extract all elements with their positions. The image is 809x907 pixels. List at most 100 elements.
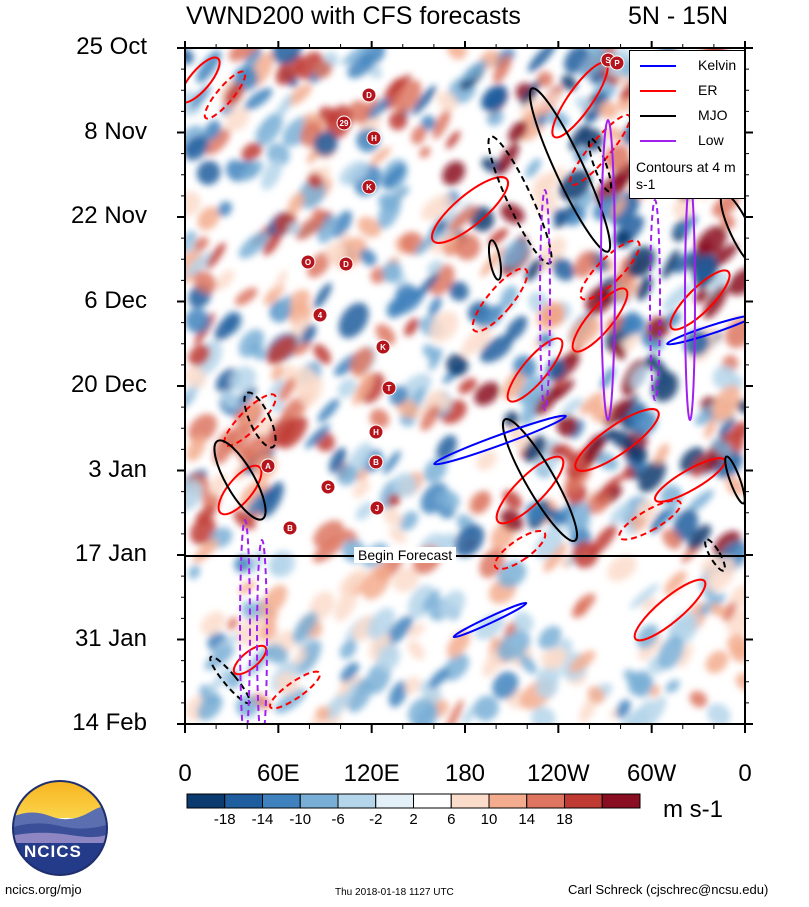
contour (493, 529, 547, 571)
field-cell (665, 679, 680, 693)
field-cell (546, 358, 566, 381)
field-cell (538, 625, 562, 650)
field-cell (185, 479, 203, 511)
contour (579, 239, 641, 301)
y-tick-label: 8 Nov (84, 117, 147, 145)
colorbar-swatch (337, 793, 377, 809)
field-cell (454, 524, 485, 557)
contour (471, 267, 529, 333)
contour (666, 314, 745, 346)
field-cell (411, 125, 427, 145)
field-cell (620, 257, 632, 269)
field-cell (646, 356, 668, 376)
field-cell (185, 251, 214, 277)
y-tick-label: 25 Oct (76, 33, 147, 60)
contour (452, 601, 528, 639)
storm-marker: T (381, 380, 397, 396)
field-cell (329, 447, 347, 474)
field-cell (215, 269, 235, 291)
field-cell (200, 611, 226, 636)
field-cell (212, 632, 242, 655)
field-cell (627, 444, 648, 464)
field-cell (269, 555, 288, 576)
footer-url[interactable]: ncics.org/mjo (5, 882, 82, 897)
field-cell (292, 341, 311, 356)
field-cell (672, 509, 699, 542)
field-cell (331, 210, 353, 238)
field-cell (711, 438, 733, 457)
legend-swatch (640, 140, 676, 142)
field-cell (229, 366, 257, 393)
field-cell (672, 199, 694, 220)
field-cell (394, 185, 410, 200)
field-cell (486, 109, 504, 126)
field-cell (287, 222, 301, 236)
field-cell (355, 502, 374, 521)
field-cell (718, 416, 736, 438)
field-cell (584, 90, 608, 124)
contour (213, 439, 267, 521)
contour (239, 519, 251, 724)
field-cell (313, 282, 332, 309)
field-cell (646, 316, 670, 340)
contour (669, 269, 731, 331)
field-cell (662, 529, 682, 550)
storm-label: H (373, 428, 379, 437)
legend-label: MJO (698, 107, 728, 123)
field-cell (383, 508, 403, 527)
field-cell (705, 556, 736, 592)
colorbar-label: 18 (556, 811, 573, 828)
field-cell (662, 249, 680, 279)
legend-swatch (640, 90, 676, 92)
field-cell (196, 160, 221, 185)
colorbar-label: 2 (409, 811, 418, 828)
field-cell (388, 111, 408, 131)
field-cell (436, 91, 458, 112)
field-cell (447, 48, 467, 60)
field-cell (501, 239, 528, 268)
contour (501, 417, 579, 543)
field-cell (394, 79, 422, 114)
field-cell (399, 511, 419, 531)
field-cell (234, 554, 252, 573)
x-tick-label: 120E (343, 760, 400, 787)
field-cell (267, 414, 296, 448)
field-cell (447, 205, 477, 233)
storm-marker: B (282, 520, 298, 536)
field-cell (687, 524, 712, 551)
field-cell (693, 288, 710, 304)
field-cell (420, 115, 436, 131)
field-cell (584, 434, 605, 465)
y-tick-label: 6 Dec (84, 286, 147, 314)
storm-label: D (343, 260, 349, 269)
field-cell (470, 490, 492, 514)
field-cell (620, 707, 646, 724)
storm-marker: 29 (336, 115, 352, 131)
contour (569, 113, 631, 187)
field-cell (730, 584, 745, 608)
contour (704, 538, 726, 572)
field-cell (295, 215, 324, 240)
storm-label: S (605, 56, 611, 65)
field-cell (208, 665, 231, 695)
field-cell (236, 617, 268, 647)
field-cell (636, 276, 653, 301)
field-cell (189, 85, 211, 110)
contour (618, 499, 682, 541)
storm-label: O (305, 258, 311, 267)
field-cell (185, 366, 207, 389)
field-cell (625, 246, 656, 278)
field-cell (595, 473, 625, 500)
storm-marker: P (609, 55, 625, 71)
contour (539, 189, 551, 411)
field-cell (367, 98, 390, 120)
storm-label: K (380, 343, 386, 352)
field-cell (265, 643, 289, 665)
colorbar-label: -10 (289, 811, 312, 828)
storm-label: J (375, 504, 379, 513)
field-cell (274, 294, 292, 322)
legend-entry: MJO (634, 107, 742, 127)
field-cell (375, 324, 396, 345)
field-cell (548, 647, 568, 667)
field-cell (190, 516, 217, 545)
